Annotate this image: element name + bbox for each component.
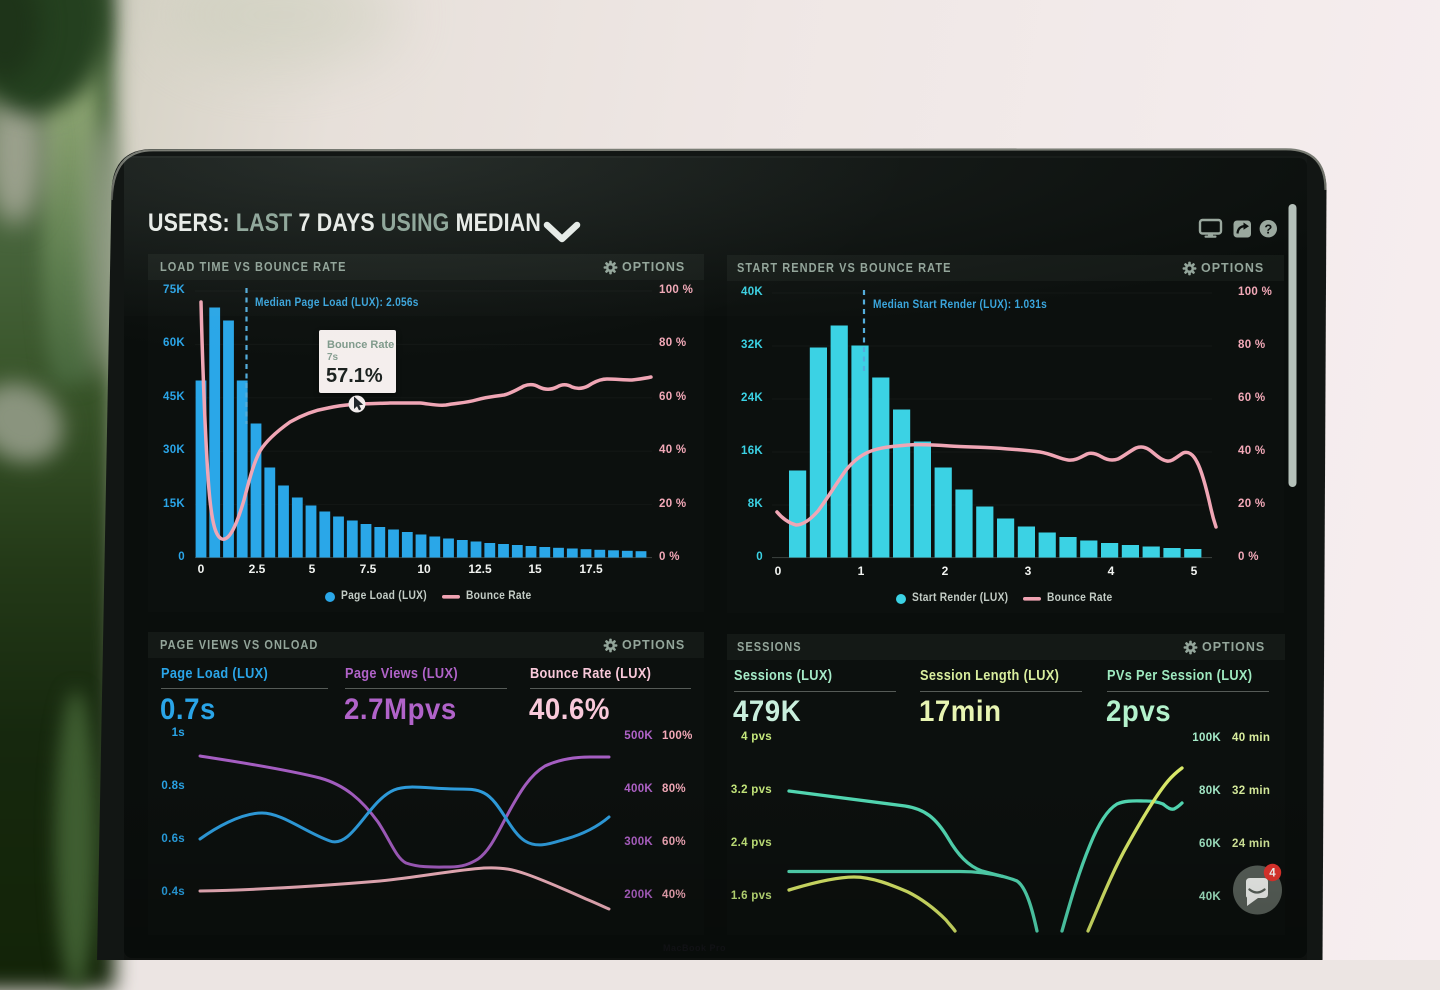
svg-text:?: ? [1264,222,1272,237]
svg-text:4: 4 [1269,868,1276,880]
